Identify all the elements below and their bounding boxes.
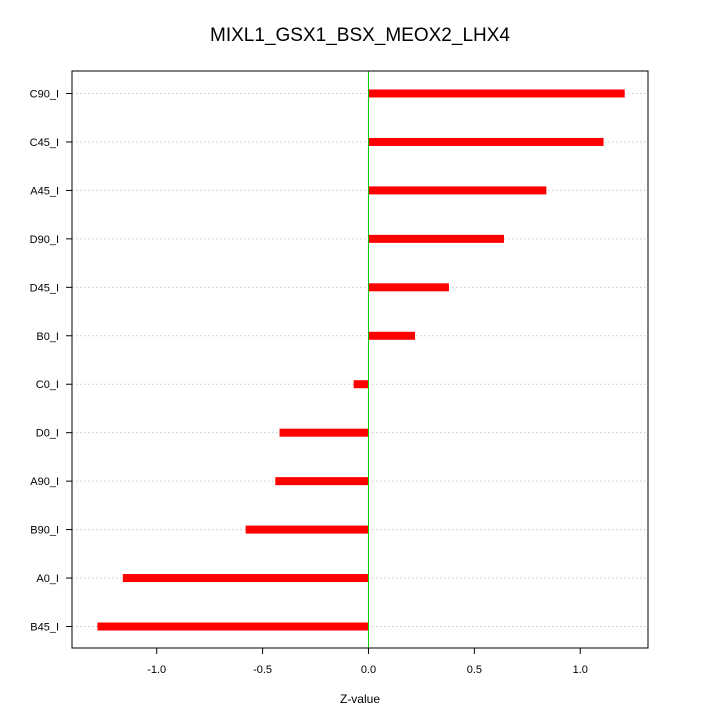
y-tick-label: A0_I xyxy=(36,573,59,585)
y-tick-label: A45_I xyxy=(30,185,59,197)
x-tick-label: -0.5 xyxy=(253,664,272,676)
y-tick-label: D0_I xyxy=(36,428,59,440)
bar-A90_I xyxy=(275,477,369,486)
bar-D45_I xyxy=(368,283,449,292)
bar-A45_I xyxy=(368,186,547,195)
y-tick-label: C45_I xyxy=(30,137,59,149)
x-tick-label: 0.0 xyxy=(361,664,376,676)
x-tick-label: 0.5 xyxy=(467,664,482,676)
y-tick-label: D45_I xyxy=(30,282,59,294)
x-axis: -1.0 -0.5 0.0 0.5 1.0 xyxy=(147,648,588,676)
bar-B45_I xyxy=(97,622,369,631)
bar-A0_I xyxy=(122,574,369,583)
grid-lines xyxy=(72,93,648,627)
y-tick-label: B45_I xyxy=(30,622,59,634)
y-tick-label: A90_I xyxy=(30,476,59,488)
y-tick-label: B90_I xyxy=(30,525,59,537)
chart-title: MIXL1_GSX1_BSX_MEOX2_LHX4 xyxy=(210,25,510,46)
x-tick-label: -1.0 xyxy=(147,664,166,676)
x-tick-label: 1.0 xyxy=(573,664,588,676)
bar-C45_I xyxy=(368,137,604,146)
y-axis: C90_I C45_I A45_I D90_I D45_I B0_I C0_I D0_I A90… xyxy=(30,89,72,634)
y-tick-label: C90_I xyxy=(30,89,59,101)
bar-C0_I xyxy=(353,380,369,389)
bar-C90_I xyxy=(368,89,625,98)
plot-frame xyxy=(71,70,649,649)
x-axis-title: Z-value xyxy=(340,692,380,706)
bar-B90_I xyxy=(245,525,369,534)
y-tick-label: D90_I xyxy=(30,234,59,246)
bar-D0_I xyxy=(279,428,369,437)
y-tick-label: B0_I xyxy=(36,331,59,343)
y-tick-label: C0_I xyxy=(36,379,59,391)
bar-B0_I xyxy=(368,331,416,340)
bar-D90_I xyxy=(368,234,504,243)
bars xyxy=(97,89,625,631)
